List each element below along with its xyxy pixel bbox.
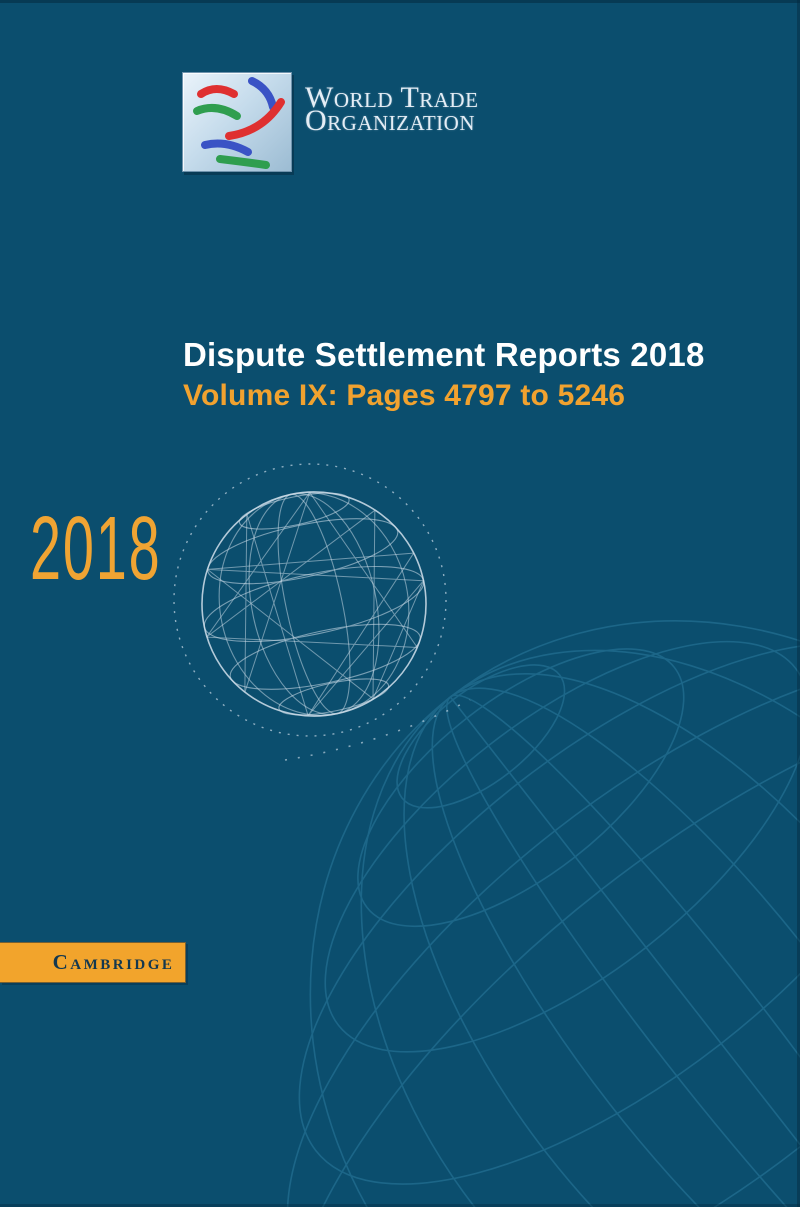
cover-edge-right (797, 0, 800, 1207)
wto-wordmark-line2: Organization (305, 104, 475, 137)
wto-wordmark-line1: World Trade (305, 81, 479, 114)
cover-edge-bottom (0, 1204, 800, 1207)
year-label: 2018 (30, 499, 162, 599)
wto-swoosh-icon (182, 72, 292, 172)
wto-logo: World Trade Organization (182, 72, 478, 172)
cambridge-logo: Cambridge (0, 942, 186, 983)
cambridge-label: Cambridge (52, 950, 175, 974)
book-subtitle: Volume IX: Pages 4797 to 5246 (183, 379, 626, 412)
title-block: Dispute Settlement Reports 2018 Volume I… (183, 336, 705, 413)
globe-dashed-orbit (173, 463, 447, 737)
wto-wordmark: World Trade Organization (305, 81, 479, 137)
cover-edge-top (0, 0, 800, 3)
book-title: Dispute Settlement Reports 2018 (183, 336, 705, 373)
